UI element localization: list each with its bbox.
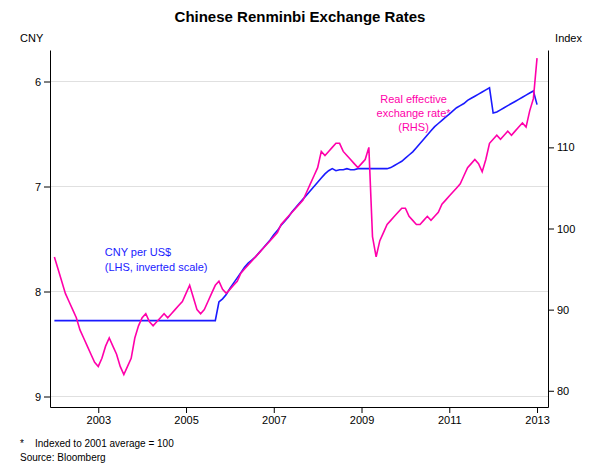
tick: 110 — [548, 141, 575, 153]
tick: 2007 — [262, 407, 286, 426]
tick-mark — [548, 147, 554, 148]
y-axis-label: CNY — [20, 32, 44, 44]
tick-mark — [44, 82, 50, 83]
tick: 80 — [548, 385, 569, 397]
tick-label: 2011 — [438, 414, 462, 426]
tick: 9 — [35, 391, 50, 403]
title: Chinese Renminbi Exchange Rates — [175, 8, 426, 25]
y-axis: 6 7 8 9 — [35, 51, 51, 408]
grid-line — [50, 186, 548, 187]
tick-label: 6 — [35, 76, 41, 88]
annotation-line: exchange rate* — [377, 107, 452, 119]
tick-mark — [548, 391, 554, 392]
tick-label: 2009 — [350, 414, 374, 426]
tick-label: 90 — [557, 304, 569, 316]
tick-label: 2003 — [87, 414, 111, 426]
tick-mark — [362, 407, 363, 413]
tick-label: 2007 — [262, 414, 286, 426]
grid-line — [50, 396, 548, 397]
footnote: * Indexed to 2001 average = 100 — [20, 438, 174, 449]
x-axis: 2003 2005 2007 2009 2011 2013 — [51, 407, 550, 426]
plot: 2003 2005 2007 2009 2011 2013 6 7 8 9 80 90 100 110 — [35, 51, 575, 426]
tick: 6 — [35, 76, 50, 88]
y2-axis: 80 90 100 110 — [548, 51, 575, 408]
series-line — [54, 88, 537, 321]
tick-mark — [274, 407, 275, 413]
tick-mark — [44, 292, 50, 293]
grid-line — [50, 81, 548, 82]
annotation-line: Real effective — [380, 93, 446, 105]
chart: 2003 2005 2007 2009 2011 2013 6 7 8 9 80 90 100 110 Ch… — [0, 0, 600, 471]
footnote: Source: Bloomberg — [20, 452, 106, 463]
tick-label: 2005 — [174, 414, 198, 426]
annotation-line: CNY per US$ — [105, 246, 171, 258]
tick: 2011 — [438, 407, 462, 426]
tick-label: 8 — [35, 286, 41, 298]
tick-label: 9 — [35, 391, 41, 403]
grid — [50, 82, 548, 397]
tick-label: 2013 — [525, 414, 549, 426]
y2-axis-label: Index — [555, 32, 582, 44]
tick-label: 80 — [557, 385, 569, 397]
annotation-line: (LHS, inverted scale) — [105, 261, 208, 273]
tick-mark — [186, 407, 187, 413]
tick-mark — [98, 407, 99, 413]
tick: 8 — [35, 286, 50, 298]
tick-mark — [44, 187, 50, 188]
grid-line — [50, 291, 548, 292]
tick-label: 100 — [557, 223, 575, 235]
tick: 2005 — [174, 407, 198, 426]
annotation: CNY per US$ (LHS, inverted scale) — [105, 246, 208, 272]
tick: 2003 — [87, 407, 111, 426]
axis-line — [51, 407, 549, 408]
tick: 2013 — [525, 407, 549, 426]
tick-mark — [537, 407, 538, 413]
tick-label: 110 — [557, 141, 575, 153]
axis-line — [50, 51, 51, 408]
annotation-line: (RHS) — [398, 121, 429, 133]
tick: 100 — [548, 223, 575, 235]
lines — [54, 58, 537, 374]
tick: 2009 — [350, 407, 374, 426]
annotation: Real effective exchange rate* (RHS) — [377, 93, 452, 134]
tick-mark — [548, 310, 554, 311]
tick-mark — [44, 397, 50, 398]
tick-mark — [548, 229, 554, 230]
tick-mark — [449, 407, 450, 413]
tick: 90 — [548, 304, 569, 316]
series-line — [54, 58, 537, 374]
tick: 7 — [35, 181, 50, 193]
tick-label: 7 — [35, 181, 41, 193]
